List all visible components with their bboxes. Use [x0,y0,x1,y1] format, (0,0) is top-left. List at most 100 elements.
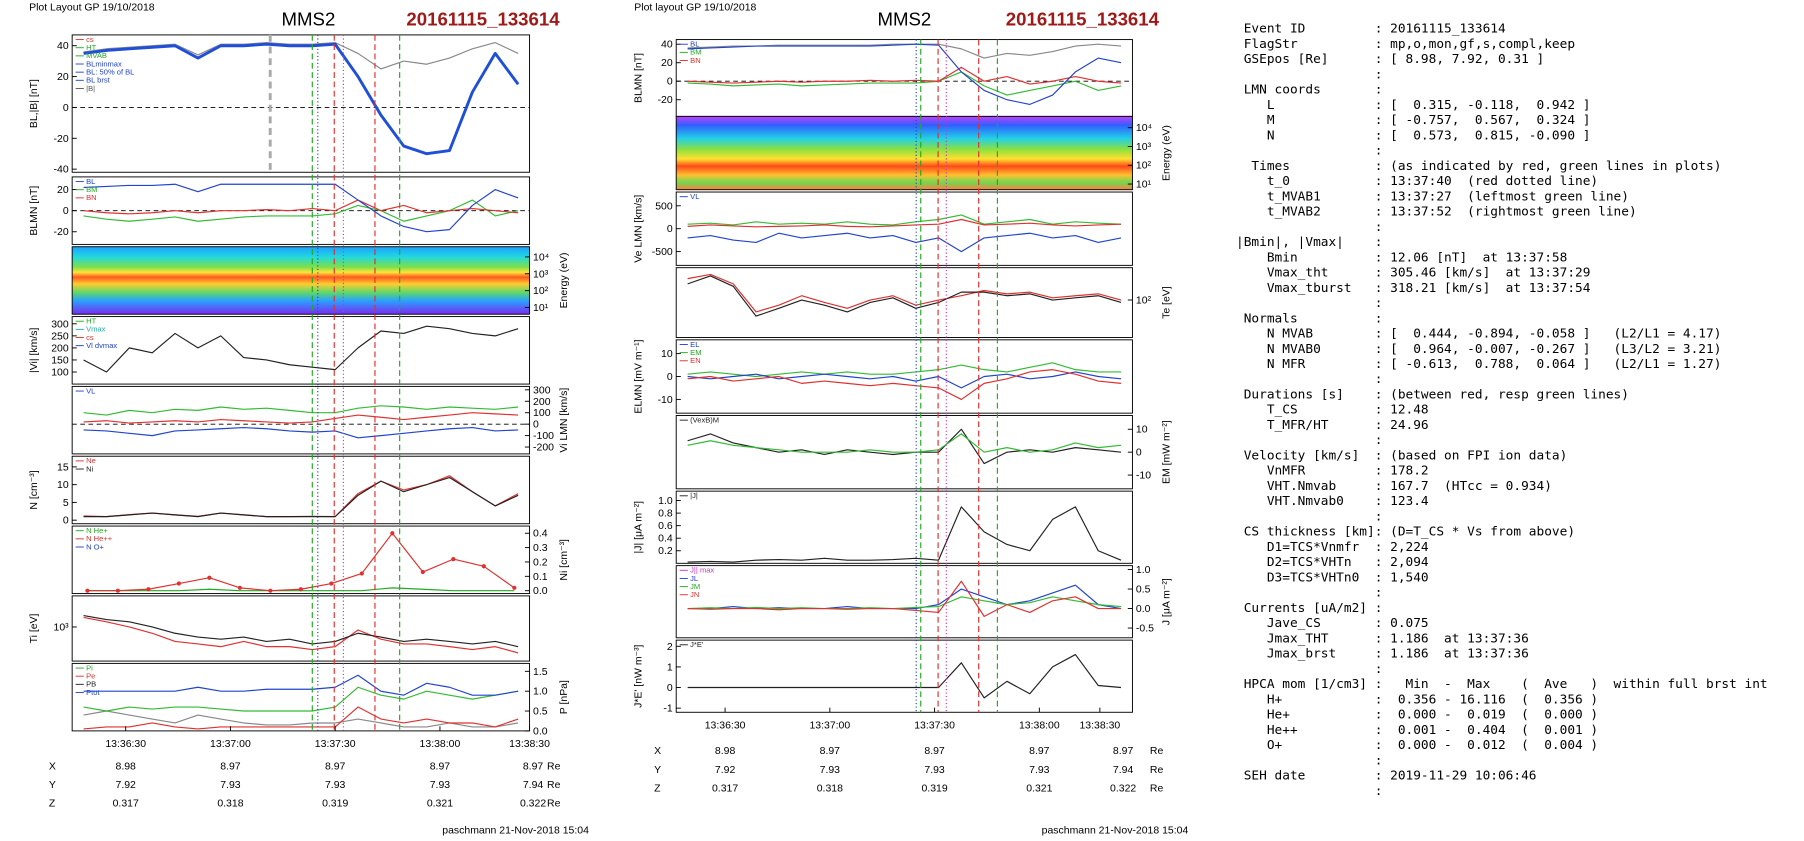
layout-title: Plot layout GP 19/10/2018 [634,2,756,13]
y-tick-label: 0 [63,206,69,217]
y-tick-label: 0.2 [533,557,548,568]
y-tick-label: 300 [533,385,551,396]
position-value: 0.318 [217,799,243,810]
info-line: Durations [s] : (between red, resp green… [1236,388,1629,403]
y-tick-label: 0.3 [533,543,548,554]
position-value: 7.93 [220,780,241,791]
position-value: 0.321 [427,799,453,810]
legend-entry: Ptot [86,688,100,697]
info-line: FlagStr : mp,o,mon,gf,s,compl,keep [1236,37,1575,52]
marker [359,571,364,576]
trace [687,433,1122,453]
y-tick-label: 0.0 [533,726,548,737]
trace [687,369,1122,401]
trace [687,273,1122,313]
y-tick-label: 300 [51,319,69,330]
marker [298,587,303,592]
panel-frame [71,595,531,662]
y-tick-label: 10¹ [1136,180,1152,191]
x-tick-label: 13:38:30 [509,739,550,750]
legend-entry: BN [690,56,700,65]
position-unit: Re [547,780,561,791]
position-value: 7.94 [1113,765,1134,776]
trace [83,475,519,518]
legend-entry: Ni [86,464,93,473]
position-value: 8.98 [715,746,736,757]
position-unit: Re [547,761,561,772]
position-value: 7.93 [430,780,451,791]
trace [687,362,1122,378]
trace [687,66,1122,85]
marker [207,575,212,580]
trace [83,412,519,424]
trace [83,42,519,70]
panel-frame [675,191,1133,266]
info-line: : [1236,296,1382,311]
info-line: VnMFR : 178.2 [1236,464,1429,479]
position-unit: Re [1150,765,1164,776]
y-tick-label: 250 [51,331,69,342]
y-axis-label: Te [eV] [1162,286,1173,319]
position-value: 8.97 [924,746,945,757]
info-line: t_MVAB2 : 13:37:52 (rightmost green line… [1236,205,1637,220]
position-value: 0.319 [322,799,348,810]
y-tick-label: 0.5 [1136,585,1151,596]
y-tick-label: 1.0 [533,687,548,698]
trace [687,275,1122,317]
spectrogram [676,116,1133,190]
position-value: 0.317 [113,799,139,810]
legend-entry: EM [690,348,701,357]
trace [83,674,519,696]
x-tick-label: 13:36:30 [705,721,746,732]
info-line: VHT.Nmvab0 : 123.4 [1236,494,1429,509]
y-tick-label: 0 [667,683,673,694]
event-id: 20161115_133614 [406,9,560,30]
legend-entry: BL brst [86,76,111,85]
legend-entry: (VexB)M [690,415,719,424]
trace [687,43,1122,105]
trace [687,596,1122,610]
position-label: Z [654,783,661,794]
y-axis-label: BLMN [nT] [29,186,40,236]
info-line: LMN coords : [1236,83,1382,98]
legend-entry: cs [86,35,94,44]
y-tick-label: 10¹ [533,303,549,314]
y-tick-label: -20 [54,227,69,238]
y-tick-label: 40 [661,40,673,51]
legend-entry: EL [690,340,699,349]
marker [115,588,120,593]
trace [83,405,519,416]
info-line: Event ID : 20161115_133614 [1236,22,1506,37]
y-tick-label: 1.5 [533,667,548,678]
info-line: N MVAB0 : [ 0.964, -0.007, -0.267 ] (L3/… [1236,342,1721,357]
y-axis-label: Ve LMN [km/s] [633,195,644,263]
info-line: T_MFR/HT : 24.96 [1236,418,1429,433]
y-tick-label: 10³ [1136,142,1152,153]
marker [451,557,456,562]
info-line: T_CS : 12.48 [1236,403,1429,418]
info-line: Jmax_THT : 1.186 at 13:37:36 [1236,631,1529,646]
trace [83,706,519,730]
y-tick-label: 100 [51,368,69,379]
position-value: 8.97 [1113,746,1134,757]
y-tick-label: 1.0 [1136,565,1151,576]
legend-entry: N O+ [86,542,104,551]
position-unit: Re [1150,746,1164,757]
trace [83,42,520,156]
trace [83,710,519,728]
info-line: : [1236,433,1382,448]
legend-entry: BM [690,48,701,57]
spectrogram [72,246,530,315]
trace [83,325,519,373]
info-line: Jave_CS : 0.075 [1236,616,1429,631]
info-line: Vmax_tht : 305.46 [km/s] at 13:37:29 [1236,266,1590,281]
x-tick-label: 13:38:00 [1019,721,1060,732]
position-unit: Re [547,799,561,810]
info-line: |Bmin|, |Vmax| : [1236,235,1382,250]
legend-entry: JM [690,582,700,591]
y-axis-label: ELMN [mV m⁻¹] [633,339,644,413]
trace [687,580,1122,617]
legend-entry: |B| [86,84,95,93]
y-tick-label: 0.1 [533,572,548,583]
y-tick-label: -0.5 [1136,624,1154,635]
